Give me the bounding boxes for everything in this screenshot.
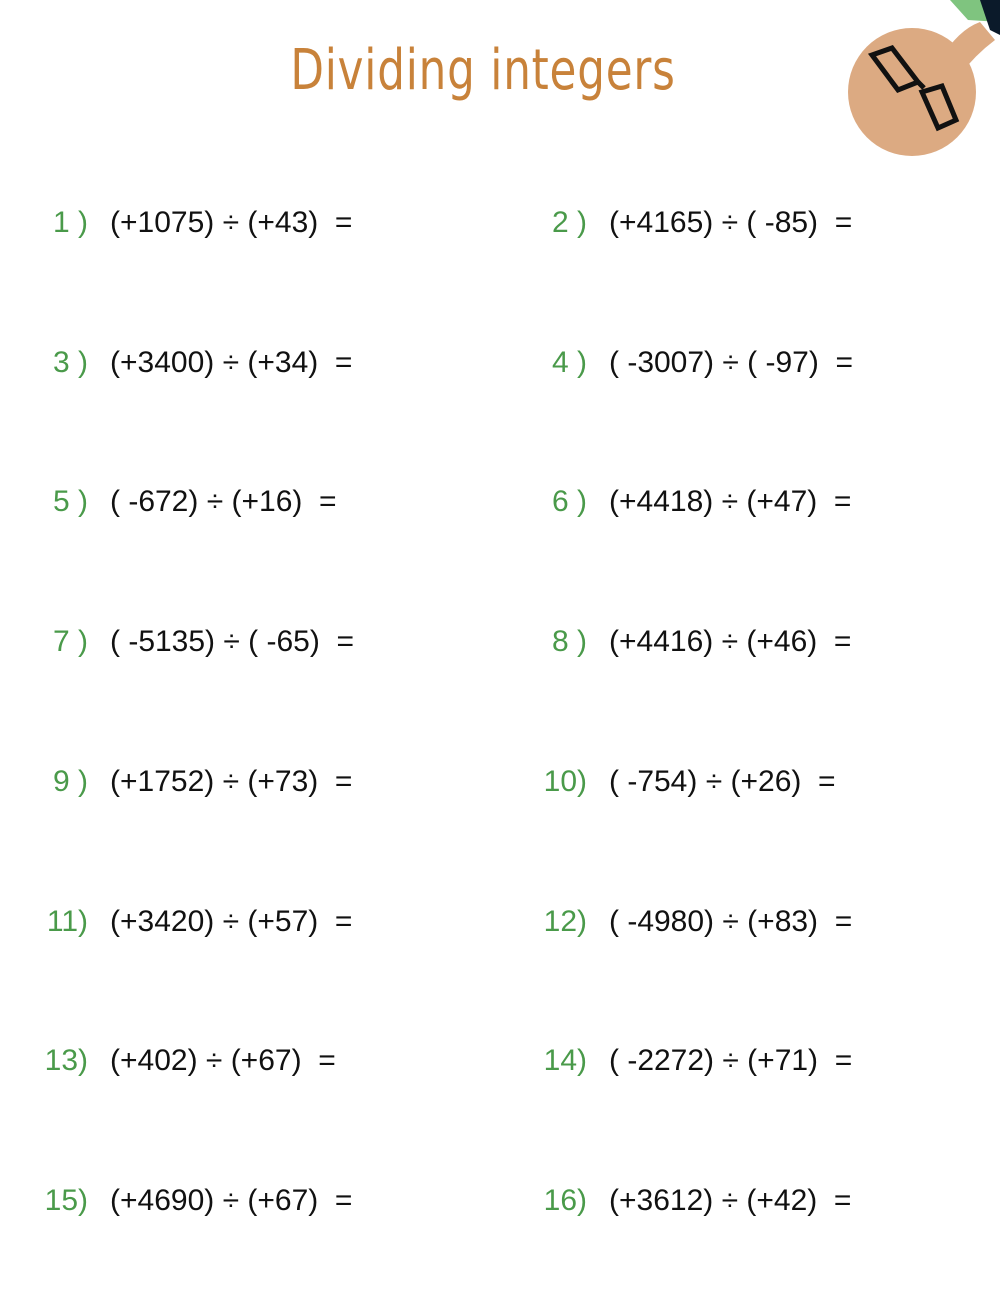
problem-number: 6 ) bbox=[551, 485, 587, 519]
problem-expression: (+3400) ÷ (+34) = bbox=[110, 345, 353, 379]
problem-expression: (+4165) ÷ ( -85) = bbox=[609, 206, 853, 239]
problem-expression: (+1075) ÷ (+43) = bbox=[110, 206, 353, 239]
problem-number: 14) bbox=[543, 1044, 587, 1078]
problem-expression: (+4690) ÷ (+67) = bbox=[110, 1183, 353, 1217]
problem-expression: ( -4980) ÷ (+83) = bbox=[609, 904, 853, 938]
problem-number: 3 ) bbox=[52, 345, 88, 379]
problem-expression: (+3420) ÷ (+57) = bbox=[110, 904, 353, 938]
problem-expression: ( -754) ÷ (+26) = bbox=[609, 764, 836, 798]
problem-expression: (+4416) ÷ (+46) = bbox=[609, 625, 852, 659]
problem-number: 10) bbox=[543, 764, 587, 798]
problem-expression: (+1752) ÷ (+73) = bbox=[110, 764, 353, 798]
problem-number: 9 ) bbox=[52, 764, 88, 798]
character-with-glasses-illustration bbox=[848, 0, 1000, 156]
neck-shape bbox=[940, 22, 995, 75]
problem-expression: ( -672) ÷ (+16) = bbox=[110, 485, 337, 519]
problem-number: 5 ) bbox=[52, 485, 88, 519]
problem-number: 2 ) bbox=[551, 206, 587, 239]
problem-number: 15) bbox=[44, 1183, 88, 1217]
problem-number: 4 ) bbox=[551, 345, 587, 379]
page-title: Dividing integers bbox=[290, 38, 676, 103]
problem-number: 7 ) bbox=[52, 625, 88, 659]
problem-expression: (+402) ÷ (+67) = bbox=[110, 1044, 336, 1078]
problem-number: 16) bbox=[543, 1183, 587, 1217]
problem-expression: ( -2272) ÷ (+71) = bbox=[609, 1044, 853, 1078]
problem-number: 13) bbox=[44, 1044, 88, 1078]
problem-expression: ( -3007) ÷ ( -97) = bbox=[609, 345, 854, 379]
problem-number: 12) bbox=[543, 904, 587, 938]
glasses-icon bbox=[867, 45, 960, 132]
problem-number: 1 ) bbox=[52, 206, 88, 239]
problem-expression: (+4418) ÷ (+47) = bbox=[609, 485, 852, 519]
problem-number: 8 ) bbox=[551, 625, 587, 659]
problem-expression: (+3612) ÷ (+42) = bbox=[609, 1183, 852, 1217]
collar-shape bbox=[980, 0, 1000, 35]
problem-expression: ( -5135) ÷ ( -65) = bbox=[110, 625, 355, 659]
problem-number: 11) bbox=[46, 904, 88, 938]
